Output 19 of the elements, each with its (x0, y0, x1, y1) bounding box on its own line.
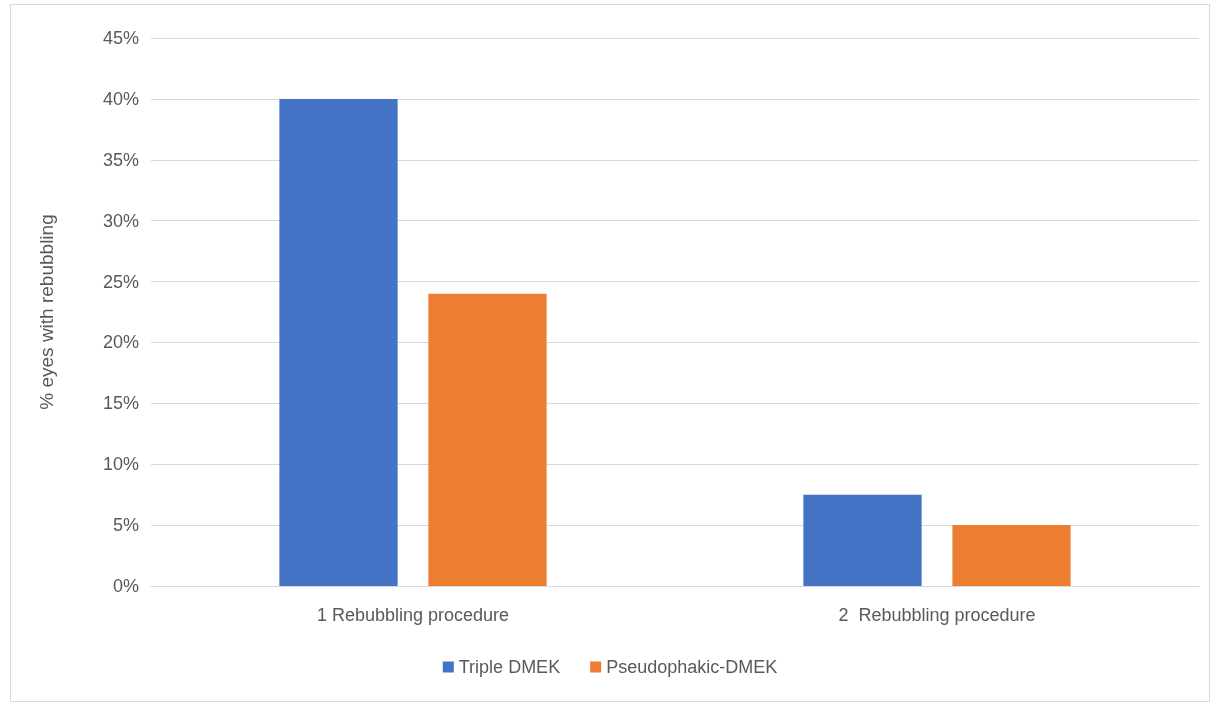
x-tick-label: 1 Rebubbling procedure (316, 605, 510, 625)
y-tick-label: 35% (102, 149, 139, 170)
bar (279, 98, 398, 586)
legend-label: Triple DMEK (458, 657, 561, 677)
y-tick-label: 30% (102, 210, 139, 231)
y-tick-label: 10% (102, 454, 139, 475)
bar (428, 293, 547, 586)
y-tick-label: 0% (112, 576, 139, 596)
bar (803, 494, 922, 586)
y-axis-title: % eyes with rebubbling (36, 214, 57, 410)
y-tick-label: 25% (102, 271, 139, 292)
y-tick-label: 20% (102, 332, 139, 353)
y-tick-label: 45% (102, 28, 139, 48)
x-tick-label: 2 Rebubbling procedure (838, 605, 1036, 625)
y-tick-label: 40% (102, 88, 139, 109)
bar (952, 525, 1071, 586)
y-tick-label: 15% (102, 393, 139, 414)
y-tick-label: 5% (112, 515, 139, 536)
legend-label: Pseudophakic-DMEK (606, 657, 778, 677)
